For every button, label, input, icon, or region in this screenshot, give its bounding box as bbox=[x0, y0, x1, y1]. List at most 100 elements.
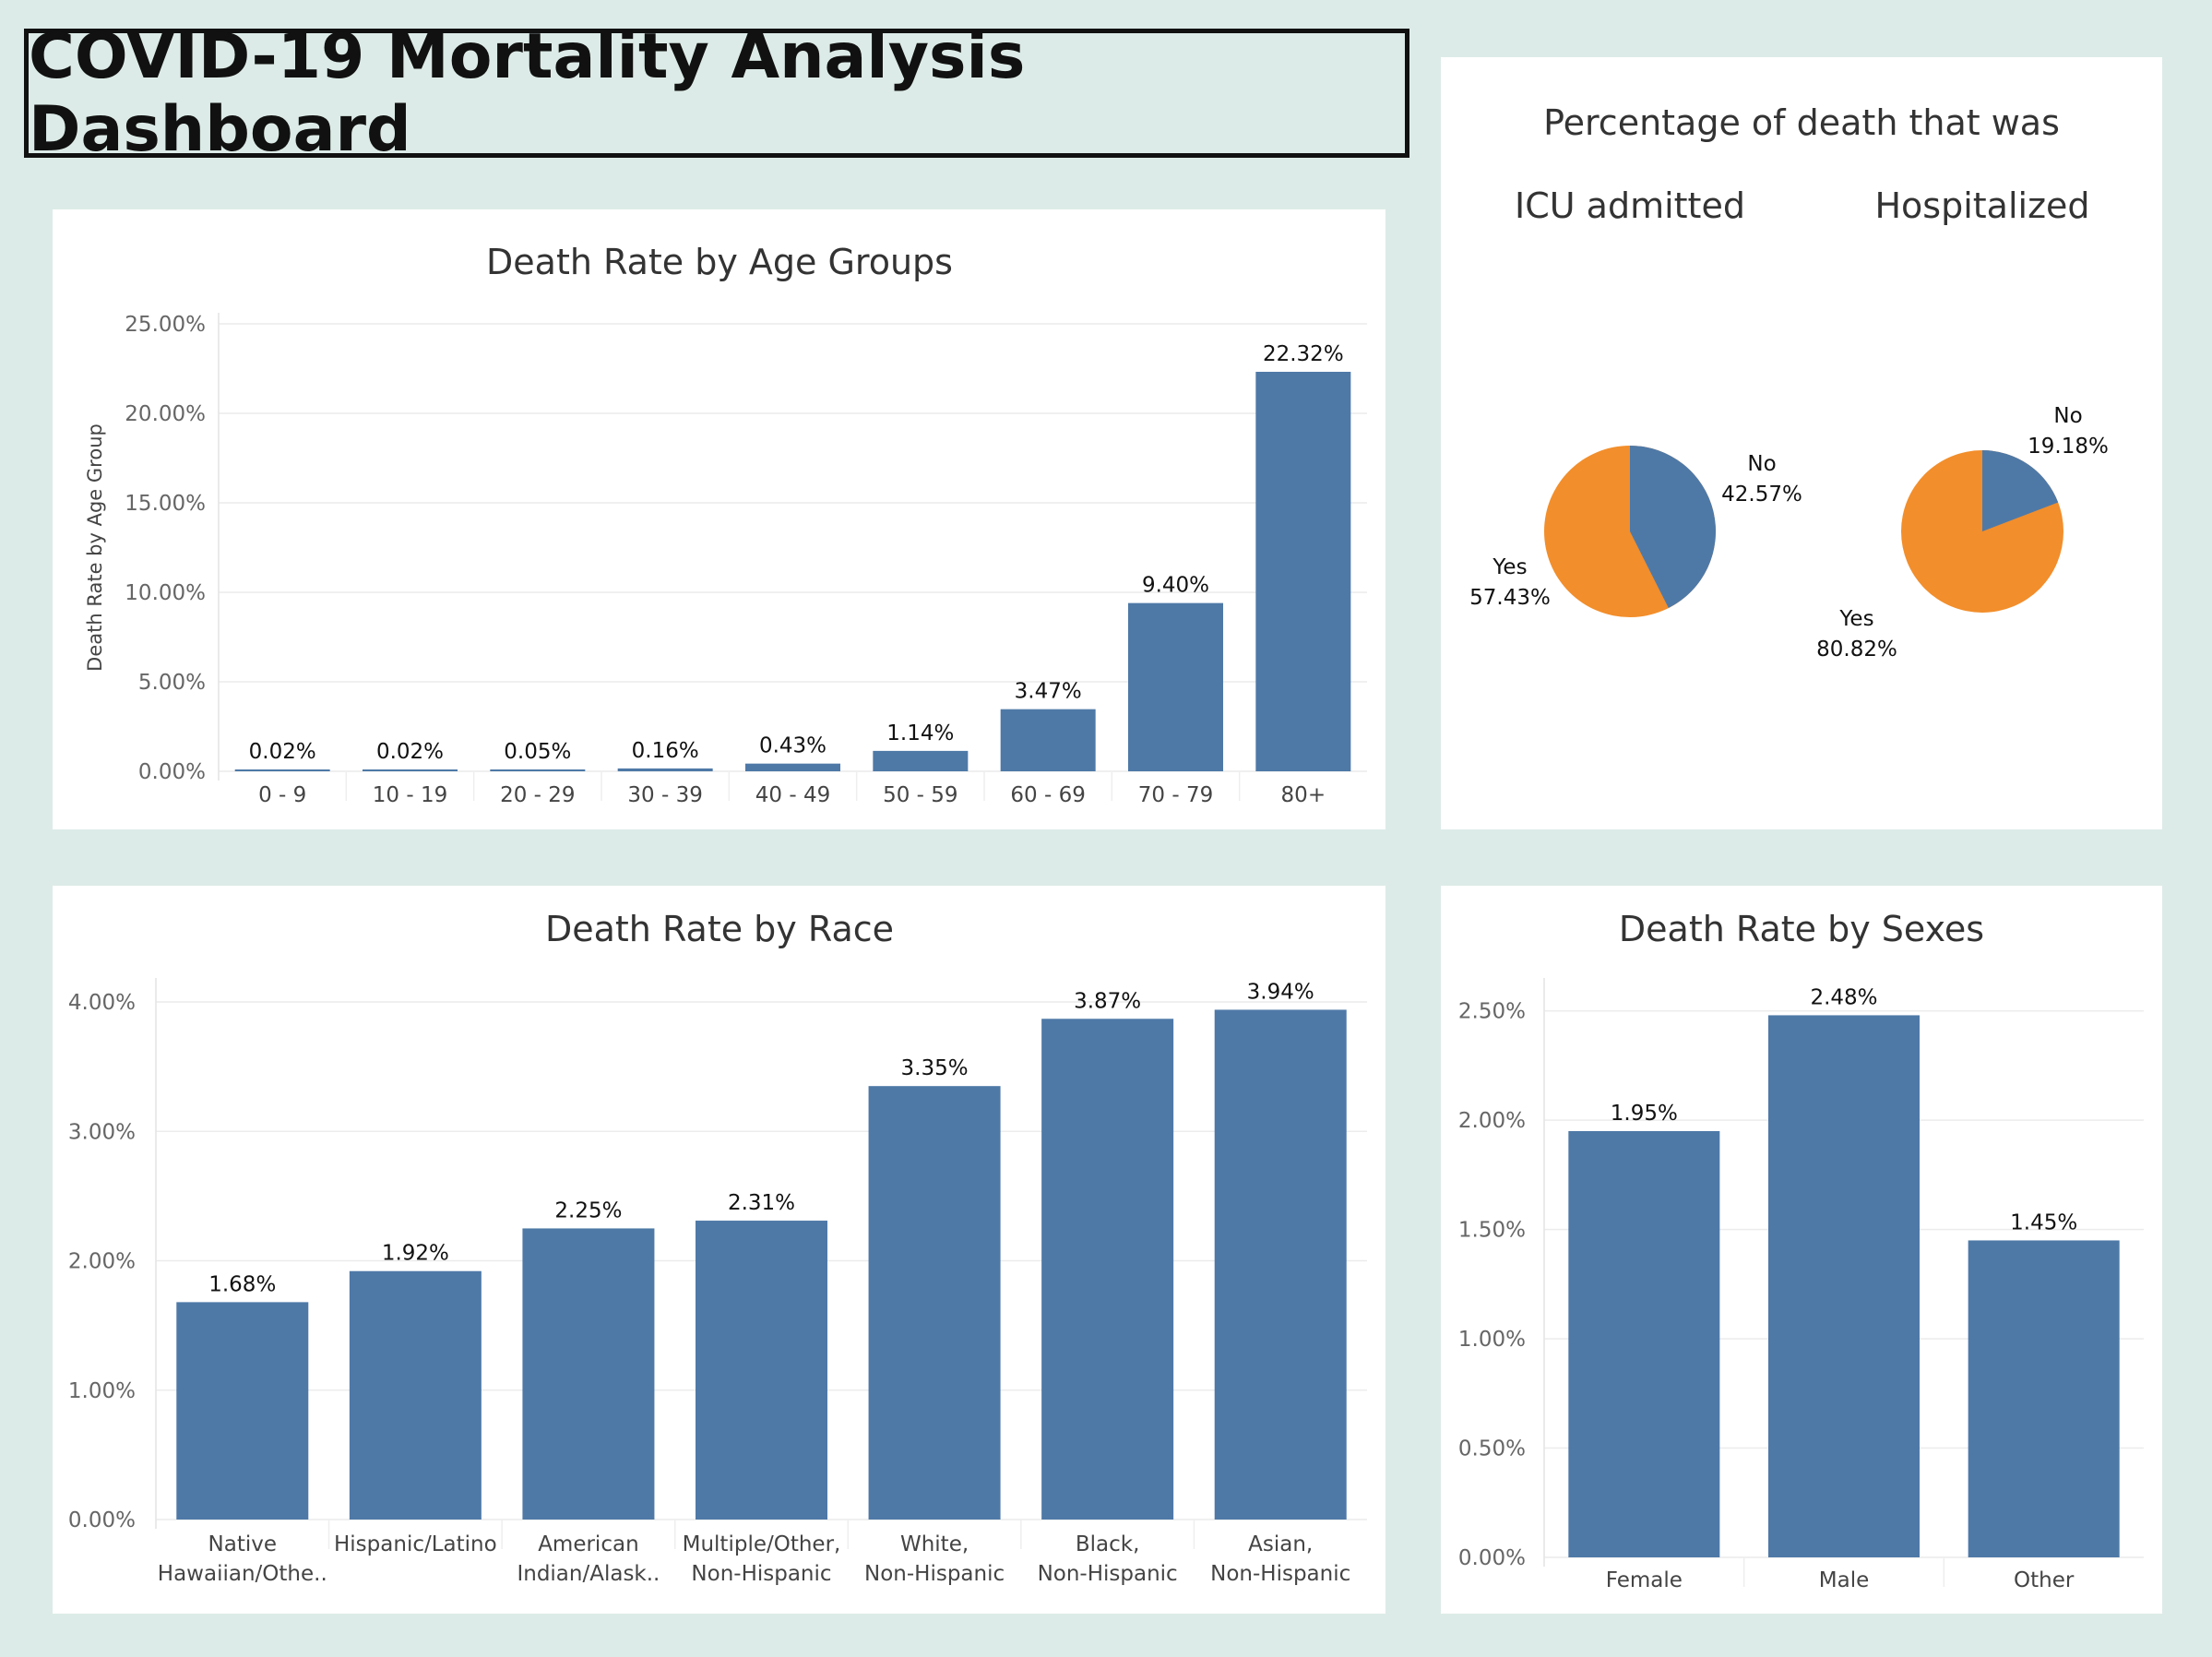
y-tick-label: 0.00% bbox=[1458, 1546, 1526, 1570]
x-tick-label: Hawaiian/Othe.. bbox=[158, 1562, 327, 1586]
bar bbox=[490, 769, 586, 771]
dashboard-title: COVID-19 Mortality Analysis Dashboard bbox=[29, 20, 1026, 166]
pie-chart-panel: Percentage of death that was ICU admitted… bbox=[1441, 57, 2162, 829]
y-tick-label: 2.50% bbox=[1458, 1000, 1526, 1024]
y-tick-label: 2.00% bbox=[1458, 1109, 1526, 1133]
x-tick-label: 20 - 29 bbox=[500, 783, 575, 807]
age-bar-chart: Death Rate by Age Groups 0.00% 5.00% 10.00%… bbox=[84, 242, 1367, 807]
y-tick-label: 25.00% bbox=[125, 313, 206, 337]
pie-value-no: 19.18% bbox=[2028, 435, 2109, 459]
data-label: 0.05% bbox=[504, 740, 571, 764]
x-tick-label: Male bbox=[1819, 1568, 1869, 1592]
race-chart-panel: Death Rate by Race 0.00% 1.00% 2.00% 3.00% 4.… bbox=[53, 886, 1385, 1614]
y-tick-label: 20.00% bbox=[125, 402, 206, 426]
chart-title: Death Rate by Race bbox=[545, 909, 894, 949]
x-tick-label: Non-Hispanic bbox=[1210, 1562, 1350, 1586]
x-tick-label: White, bbox=[900, 1532, 969, 1556]
x-tick-label: Other bbox=[2014, 1568, 2075, 1592]
bar bbox=[1041, 1019, 1174, 1520]
bar bbox=[1000, 709, 1096, 771]
pie-label-no: No bbox=[2053, 404, 2082, 428]
data-label: 1.14% bbox=[886, 721, 954, 745]
chart-title: Death Rate by Sexes bbox=[1619, 909, 1984, 949]
y-tick-label: 0.00% bbox=[138, 760, 206, 784]
x-tick-label: 10 - 19 bbox=[373, 783, 447, 807]
data-label: 9.40% bbox=[1142, 574, 1209, 598]
y-tick-label: 3.00% bbox=[68, 1120, 136, 1144]
y-tick-label: 15.00% bbox=[125, 492, 206, 516]
pie-label-no: No bbox=[1747, 452, 1776, 476]
race-bar-chart: Death Rate by Race 0.00% 1.00% 2.00% 3.00% 4.… bbox=[68, 909, 1367, 1586]
pie-slice-no bbox=[1630, 446, 1716, 609]
pie-label-yes: Yes bbox=[1838, 607, 1873, 631]
data-label: 1.92% bbox=[382, 1242, 449, 1266]
data-label: 0.16% bbox=[632, 739, 699, 763]
y-axis-label: Death Rate by Age Group bbox=[84, 423, 106, 672]
y-tick-label: 4.00% bbox=[68, 991, 136, 1015]
bar bbox=[522, 1228, 655, 1520]
x-tick-label: Asian, bbox=[1248, 1532, 1313, 1556]
pie-slice-no bbox=[1982, 450, 2059, 531]
x-tick-label: 0 - 9 bbox=[258, 783, 306, 807]
data-label: 22.32% bbox=[1263, 342, 1344, 366]
bar bbox=[868, 1086, 1001, 1520]
x-tick-label: American bbox=[538, 1532, 638, 1556]
pie-value-yes: 57.43% bbox=[1469, 586, 1551, 610]
x-tick-label: 50 - 59 bbox=[883, 783, 957, 807]
y-tick-label: 1.00% bbox=[68, 1379, 136, 1403]
sex-bar-chart: Death Rate by Sexes 0.00% 0.50% 1.00% 1.50% 2… bbox=[1458, 909, 2144, 1592]
x-tick-label: 60 - 69 bbox=[1010, 783, 1085, 807]
bar bbox=[1768, 1015, 1920, 1557]
pie-title: ICU admitted bbox=[1515, 185, 1745, 226]
data-label: 3.87% bbox=[1074, 989, 1141, 1013]
bar bbox=[1214, 1009, 1347, 1520]
age-chart-panel: Death Rate by Age Groups 0.00% 5.00% 10.00%… bbox=[53, 209, 1385, 829]
data-label: 1.68% bbox=[208, 1272, 276, 1296]
bar bbox=[873, 750, 969, 771]
pie-title: Hospitalized bbox=[1874, 185, 2089, 226]
x-tick-label: Multiple/Other, bbox=[683, 1532, 841, 1556]
y-tick-label: 2.00% bbox=[68, 1250, 136, 1274]
bar bbox=[617, 768, 713, 771]
dashboard-title-box: COVID-19 Mortality Analysis Dashboard bbox=[24, 20, 1409, 166]
data-label: 2.25% bbox=[554, 1198, 622, 1222]
data-label: 2.48% bbox=[1810, 985, 1877, 1009]
data-label: 3.47% bbox=[1015, 680, 1082, 704]
data-label: 3.94% bbox=[1247, 980, 1314, 1004]
data-label: 0.02% bbox=[376, 740, 444, 764]
x-tick-label: 40 - 49 bbox=[755, 783, 830, 807]
data-label: 1.45% bbox=[2010, 1210, 2077, 1234]
y-tick-label: 1.00% bbox=[1458, 1328, 1526, 1352]
x-tick-label: Non-Hispanic bbox=[864, 1562, 1005, 1586]
x-tick-label: Non-Hispanic bbox=[1038, 1562, 1178, 1586]
pie-value-yes: 80.82% bbox=[1816, 638, 1897, 662]
pie-section-title: Percentage of death that was bbox=[1543, 102, 2060, 143]
y-tick-label: 0.50% bbox=[1458, 1437, 1526, 1461]
bar bbox=[1968, 1240, 2120, 1557]
data-label: 0.02% bbox=[249, 740, 316, 764]
x-tick-label: Female bbox=[1606, 1568, 1683, 1592]
bar bbox=[349, 1270, 482, 1520]
x-tick-label: 70 - 79 bbox=[1138, 783, 1213, 807]
x-tick-label: 30 - 39 bbox=[627, 783, 702, 807]
bar bbox=[234, 769, 330, 771]
x-tick-label: Native bbox=[208, 1532, 277, 1556]
bar bbox=[363, 769, 458, 771]
data-label: 3.35% bbox=[901, 1056, 969, 1080]
bar bbox=[1255, 371, 1351, 771]
data-label: 1.95% bbox=[1611, 1102, 1678, 1126]
pie-label-yes: Yes bbox=[1492, 555, 1527, 579]
y-tick-label: 1.50% bbox=[1458, 1219, 1526, 1243]
sex-chart-panel: Death Rate by Sexes 0.00% 0.50% 1.00% 1.50% 2… bbox=[1441, 886, 2162, 1614]
x-tick-label: Non-Hispanic bbox=[691, 1562, 831, 1586]
bar bbox=[696, 1221, 827, 1520]
data-label: 2.31% bbox=[728, 1191, 795, 1215]
y-tick-label: 0.00% bbox=[68, 1508, 136, 1532]
bar bbox=[1128, 602, 1223, 771]
bar bbox=[1568, 1131, 1720, 1557]
death-percentage-pies: Percentage of death that was ICU admitted… bbox=[1469, 102, 2109, 662]
bar bbox=[176, 1302, 309, 1520]
x-tick-label: Indian/Alask.. bbox=[517, 1562, 660, 1586]
pie-value-no: 42.57% bbox=[1721, 483, 1802, 507]
x-tick-label: 80+ bbox=[1281, 783, 1326, 807]
